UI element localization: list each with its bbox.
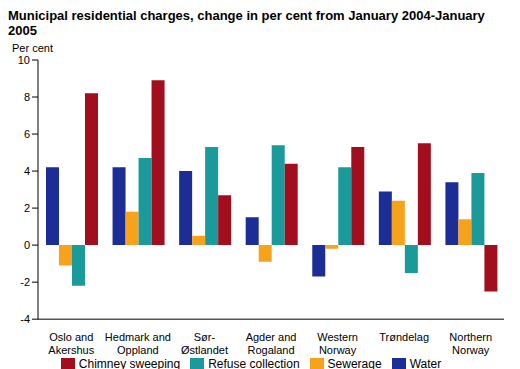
svg-text:Akershus: Akershus bbox=[48, 344, 94, 356]
svg-text:Northern: Northern bbox=[449, 331, 492, 343]
svg-text:Østlandet: Østlandet bbox=[181, 344, 228, 356]
svg-text:8: 8 bbox=[24, 91, 30, 103]
svg-text:4: 4 bbox=[24, 165, 30, 177]
svg-text:Oppland: Oppland bbox=[117, 344, 159, 356]
svg-text:Trøndelag: Trøndelag bbox=[379, 331, 429, 343]
svg-text:0: 0 bbox=[24, 239, 30, 251]
svg-text:Agder and: Agder and bbox=[246, 331, 297, 343]
svg-text:Western: Western bbox=[317, 331, 358, 343]
html-text:Municipal residential charges,: Municipal residential charges, change in… bbox=[8, 8, 485, 38]
svg-text:-2: -2 bbox=[20, 276, 30, 288]
svg-text:Oslo and: Oslo and bbox=[49, 331, 93, 343]
svg-text:Rogaland: Rogaland bbox=[247, 344, 294, 356]
svg-text:Hedmark and: Hedmark and bbox=[105, 331, 171, 343]
svg-text:Sør-: Sør- bbox=[194, 331, 216, 343]
svg-text:2: 2 bbox=[24, 202, 30, 214]
svg-text:10: 10 bbox=[18, 54, 30, 66]
svg-text:Norway: Norway bbox=[319, 344, 357, 356]
html-text:Per cent: Per cent bbox=[12, 42, 53, 54]
svg-text:Norway: Norway bbox=[452, 344, 490, 356]
svg-text:-4: -4 bbox=[20, 313, 30, 325]
svg-text:6: 6 bbox=[24, 128, 30, 140]
